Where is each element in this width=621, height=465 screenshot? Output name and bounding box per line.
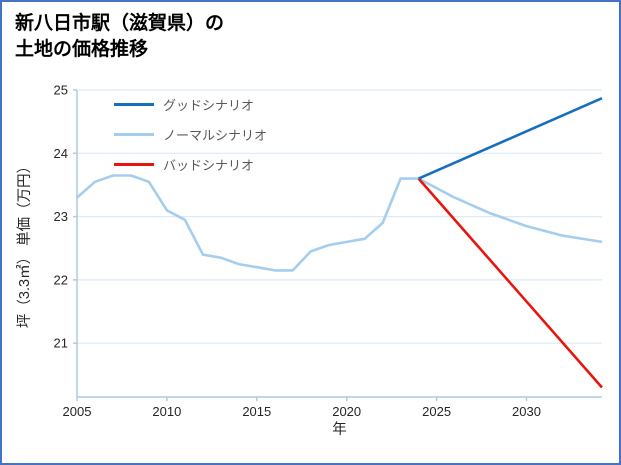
legend-label-bad-scenario: バッドシナリオ (163, 157, 255, 173)
x-axis-label: 年 (332, 421, 347, 438)
series-line-good (418, 97, 603, 180)
chart-title-line-1: 新八日市駅（滋賀県）の (15, 13, 225, 34)
y-tick-label: 24 (54, 146, 68, 161)
y-axis-label: 坪（3.3㎡） 単価（万円） (16, 159, 33, 328)
y-tick-label: 21 (54, 336, 68, 351)
legend-item-normal-scenario: ノーマルシナリオ (114, 124, 267, 144)
series-line-bad (417, 177, 603, 389)
bad-scenario-line-swatch (114, 162, 154, 166)
legend-label-normal-scenario: ノーマルシナリオ (163, 127, 268, 143)
chart-title-line-2: 土地の価格推移 (15, 39, 149, 60)
x-tick-label: 2005 (63, 404, 92, 419)
y-tick-label: 25 (54, 83, 68, 98)
series-line-normal (76, 174, 603, 272)
x-tick-label: 2015 (242, 404, 271, 419)
normal-scenario-line-swatch (114, 132, 154, 136)
y-tick-label: 23 (54, 209, 68, 224)
x-tick-label: 2020 (332, 404, 361, 419)
x-tick-label: 2030 (512, 404, 541, 419)
x-tick-label: 2010 (152, 404, 181, 419)
chart-title: 新八日市駅（滋賀県）の 土地の価格推移 (15, 11, 224, 63)
legend: グッドシナリオ ノーマルシナリオ バッドシナリオ (114, 94, 267, 184)
good-scenario-line-swatch (114, 102, 154, 106)
y-tick-label: 22 (54, 272, 68, 287)
x-tick-label: 2025 (422, 404, 451, 419)
legend-item-bad-scenario: バッドシナリオ (114, 154, 267, 174)
legend-label-good-scenario: グッドシナリオ (163, 97, 255, 113)
legend-item-good-scenario: グッドシナリオ (114, 94, 267, 114)
